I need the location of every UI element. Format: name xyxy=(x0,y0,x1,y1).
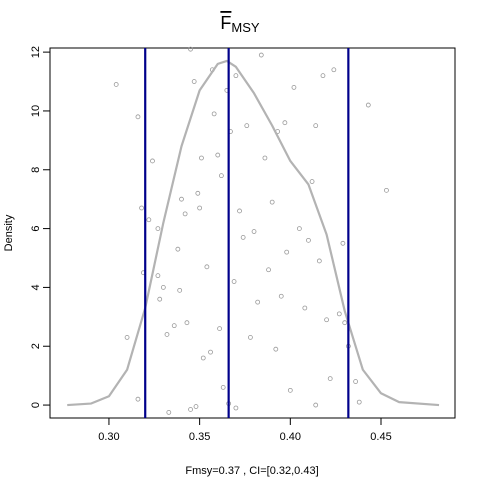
point xyxy=(269,199,275,205)
point xyxy=(266,267,271,273)
point xyxy=(175,246,181,252)
point xyxy=(353,379,359,384)
point xyxy=(177,287,183,293)
point xyxy=(296,226,302,231)
point xyxy=(313,402,319,408)
point xyxy=(233,73,239,79)
point xyxy=(251,229,257,234)
point xyxy=(262,155,268,161)
point xyxy=(327,376,333,381)
point xyxy=(182,211,188,217)
point xyxy=(135,114,141,120)
point xyxy=(356,399,362,405)
point xyxy=(309,179,315,184)
point xyxy=(306,237,311,243)
point xyxy=(273,346,279,352)
point xyxy=(233,405,239,411)
x-tick-label: 0.35 xyxy=(189,431,210,443)
title-subscript: MSY xyxy=(231,20,260,35)
point xyxy=(195,190,201,196)
y-tick-label: 4 xyxy=(30,284,42,290)
y-tick-label: 12 xyxy=(30,46,42,58)
point xyxy=(191,79,197,84)
point xyxy=(215,152,221,158)
point xyxy=(231,279,237,284)
point xyxy=(188,46,193,52)
point xyxy=(255,299,261,305)
y-tick-label: 6 xyxy=(30,226,42,232)
point xyxy=(193,404,199,409)
point xyxy=(331,67,337,73)
point xyxy=(284,249,290,255)
point xyxy=(342,320,348,326)
point xyxy=(146,217,152,223)
point xyxy=(160,285,166,290)
point xyxy=(184,320,190,326)
y-tick-label: 10 xyxy=(30,105,42,117)
y-axis-label: Density xyxy=(3,214,15,251)
point xyxy=(313,123,319,129)
x-tick-label: 0.30 xyxy=(98,431,119,443)
point xyxy=(211,111,217,117)
point xyxy=(204,264,210,270)
density-curve xyxy=(67,59,440,407)
point xyxy=(164,332,170,337)
point xyxy=(217,326,222,331)
y-tick-label: 0 xyxy=(30,402,42,408)
point xyxy=(113,82,119,87)
point xyxy=(197,205,203,211)
chart-title: FMSY xyxy=(220,13,260,36)
point xyxy=(336,311,342,317)
point xyxy=(150,158,155,164)
point xyxy=(320,73,326,79)
point xyxy=(220,385,226,390)
point xyxy=(139,205,144,211)
title-main: F xyxy=(220,13,231,33)
point xyxy=(157,296,163,302)
point xyxy=(155,226,161,231)
point xyxy=(248,335,253,340)
point xyxy=(365,102,371,108)
point xyxy=(188,407,193,412)
point xyxy=(179,196,184,202)
point xyxy=(240,235,246,240)
point xyxy=(278,293,284,299)
point xyxy=(324,317,329,323)
point xyxy=(287,387,293,393)
point xyxy=(244,123,250,129)
y-tick-label: 8 xyxy=(30,167,42,173)
x-tick-label: 0.40 xyxy=(280,431,301,443)
point xyxy=(166,410,172,415)
point xyxy=(302,305,308,311)
point xyxy=(384,187,389,193)
point xyxy=(208,349,213,355)
plot-box xyxy=(49,47,456,419)
x-tick-label: 0.45 xyxy=(370,431,391,443)
point xyxy=(340,240,346,246)
point xyxy=(282,120,288,126)
point xyxy=(155,273,161,279)
y-tick-label: 2 xyxy=(30,343,42,349)
point xyxy=(237,208,242,214)
point xyxy=(258,52,264,58)
point xyxy=(218,173,224,179)
point xyxy=(199,155,204,161)
point xyxy=(316,258,322,264)
point xyxy=(291,85,297,90)
x-axis-label: Fmsy=0.37 , CI=[0.32,0.43] xyxy=(185,465,318,477)
point xyxy=(171,323,177,329)
point xyxy=(200,355,206,361)
point xyxy=(135,396,141,402)
point xyxy=(124,335,130,340)
